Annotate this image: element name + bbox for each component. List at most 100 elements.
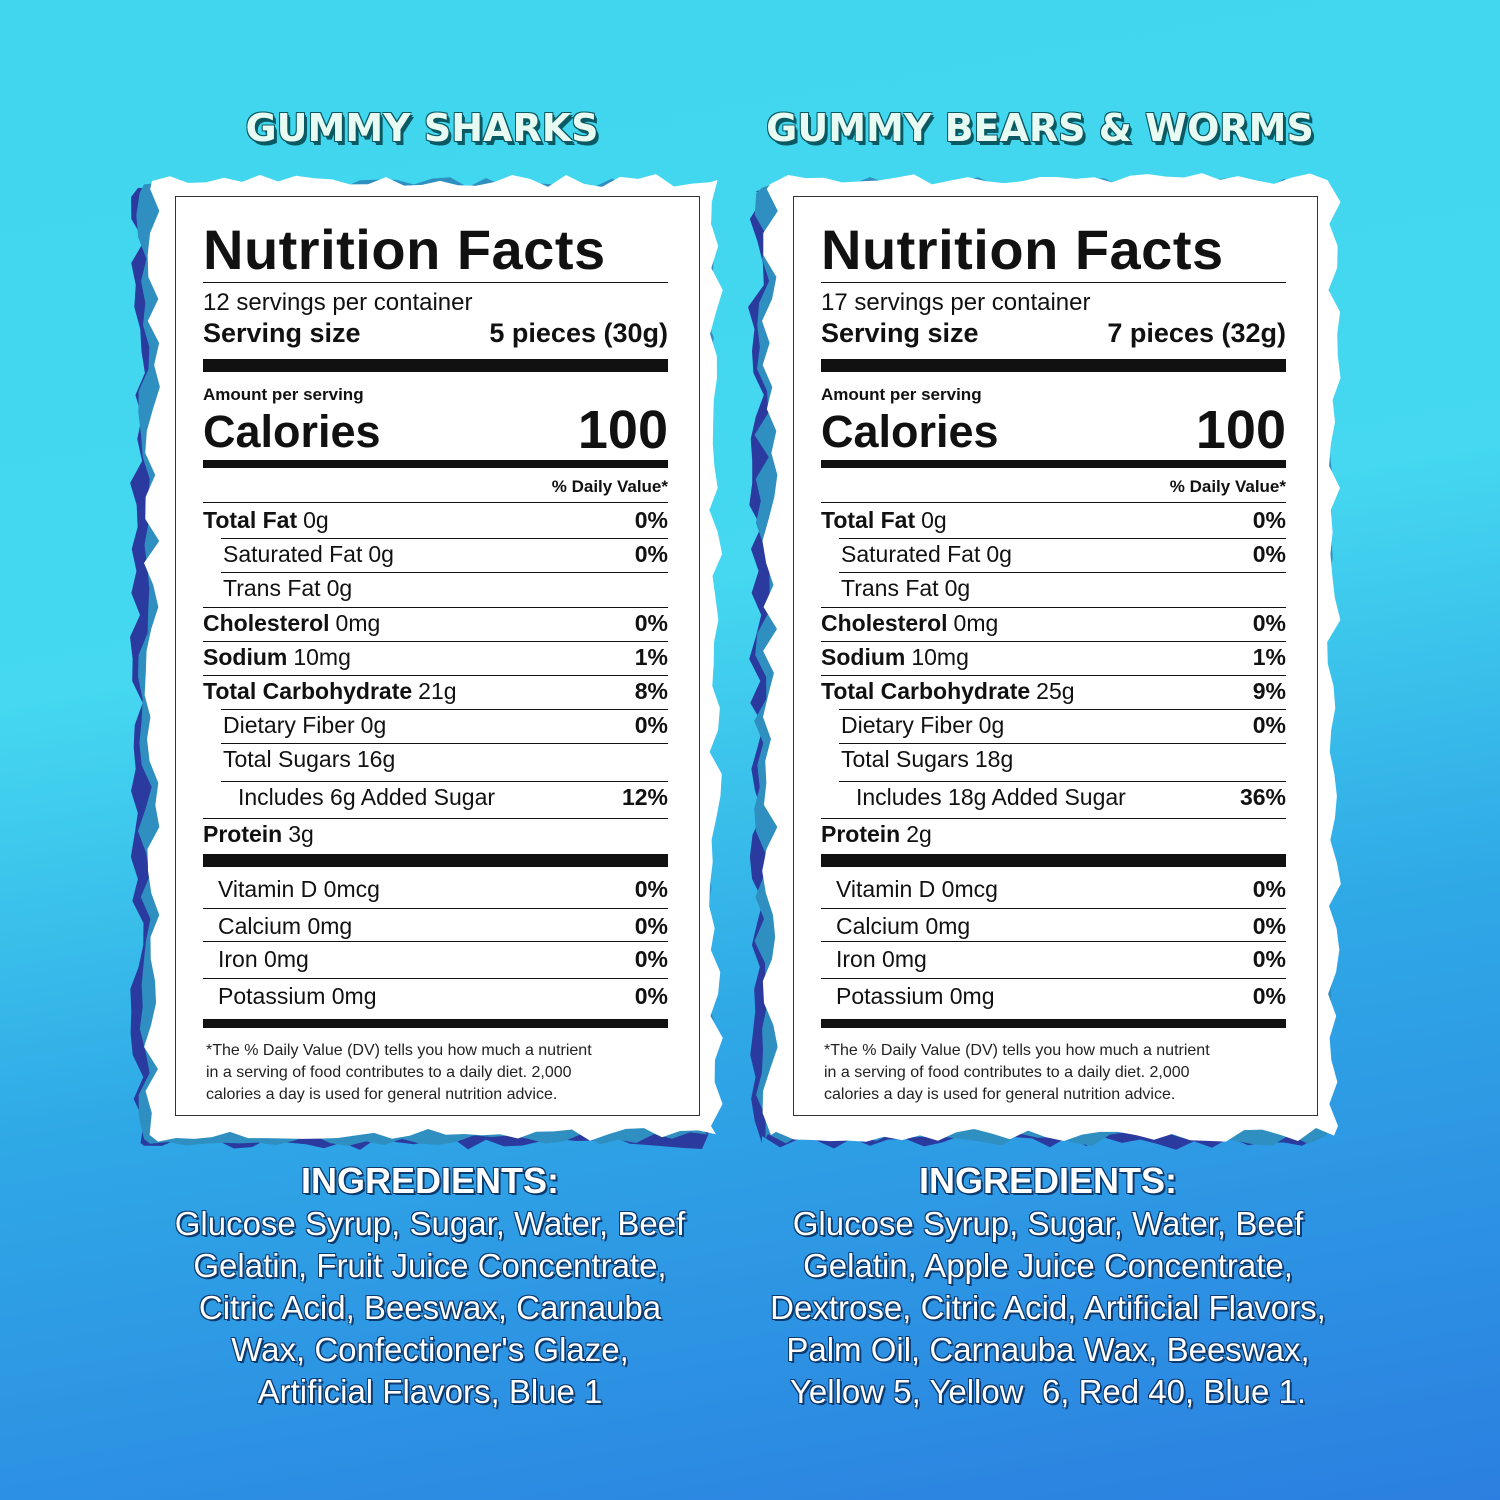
daily-value: 0% (1252, 946, 1286, 972)
nutrient-amount: 0g (978, 712, 1005, 738)
daily-value: 8% (634, 678, 668, 704)
rule (821, 1019, 1286, 1028)
nutrient-name: Total Sugars (223, 746, 351, 772)
rule (203, 941, 668, 942)
calories: 100 (577, 400, 668, 460)
rule (221, 538, 668, 539)
rule (821, 818, 1286, 819)
nutrient-amount: 0g (944, 575, 971, 601)
nutrient-row: Trans Fat 0g (841, 577, 970, 600)
nutrient-amount: 0g (921, 507, 947, 533)
nutrient-row: Includes 18g Added Sugar (856, 786, 1126, 809)
nutrient-name: Cholesterol (203, 610, 330, 636)
ingredients-line: Artificial Flavors, Blue 1 (257, 1373, 603, 1410)
nutrient-name: Total Carbohydrate (821, 678, 1031, 704)
rule (203, 908, 668, 909)
nutrient-name: Dietary Fiber (841, 712, 973, 738)
rule (221, 709, 668, 710)
daily-value: 0% (1252, 541, 1286, 567)
calories-label: Calories (203, 406, 381, 457)
nutrient-row: Protein 3g (203, 823, 314, 846)
rule (203, 675, 668, 676)
rule (221, 743, 668, 744)
nutrient-amount: 16g (356, 746, 396, 772)
nutrient-name: Trans Fat (223, 575, 321, 601)
rule (839, 709, 1286, 710)
daily-value: 0% (634, 610, 668, 636)
rule (203, 502, 668, 503)
dv-header: % Daily Value* (551, 477, 668, 496)
panel-title: GUMMY BEARS & WORMS (766, 106, 1314, 150)
nutrient-row: Trans Fat 0g (223, 577, 352, 600)
footnote: calories a day is used for general nutri… (824, 1086, 1176, 1103)
nutrient-row: Total Sugars 16g (223, 748, 395, 771)
daily-value: 1% (1252, 644, 1286, 670)
daily-value: 0% (634, 946, 668, 972)
nutrient-name: Total Carbohydrate (203, 678, 413, 704)
nutrient-row: Total Carbohydrate 21g (203, 680, 457, 703)
nutrient-name: Sodium (821, 644, 906, 670)
nutrient-row: Cholesterol 0mg (203, 612, 380, 635)
heading: Nutrition Facts (821, 218, 1224, 281)
rule (839, 572, 1286, 573)
rule (221, 572, 668, 573)
label-box (175, 196, 700, 1116)
nutrient-amount: 0g (368, 541, 394, 567)
nutrient-name: Saturated Fat (841, 541, 981, 567)
vitamin-name: Vitamin D 0mcg (218, 876, 380, 902)
nutrient-row: Saturated Fat 0g (841, 543, 1012, 566)
daily-value: 0% (1252, 983, 1286, 1009)
nutrient-amount: 0g (986, 541, 1012, 567)
nutrient-name: Includes 18g Added Sugar (856, 784, 1126, 810)
rule (203, 1019, 668, 1028)
nutrient-row: Cholesterol 0mg (821, 612, 998, 635)
nutrient-name: Total Fat (821, 507, 916, 533)
label-box (793, 196, 1318, 1116)
ingredients-line: Gelatin, Fruit Juice Concentrate, (193, 1247, 667, 1284)
nutrient-row: Dietary Fiber 0g (841, 714, 1004, 737)
daily-value: 0% (634, 541, 668, 567)
nutrient-name: Protein (203, 821, 283, 847)
vitamin-name: Vitamin D 0mcg (836, 876, 998, 902)
amount-per-serving: Amount per serving (821, 385, 982, 404)
rule (839, 781, 1286, 782)
nutrient-name: Trans Fat (841, 575, 939, 601)
nutrient-amount: 0mg (953, 610, 999, 636)
rule (839, 743, 1286, 744)
ingredients-line: Gelatin, Apple Juice Concentrate, (803, 1247, 1293, 1284)
footnote: in a serving of food contributes to a da… (206, 1064, 572, 1081)
ingredients-line: Citric Acid, Beeswax, Carnauba (198, 1289, 662, 1326)
vitamin-name: Potassium 0mg (836, 983, 995, 1009)
vitamin-name: Calcium 0mg (836, 913, 971, 939)
rule (203, 282, 668, 283)
nutrient-amount: 2g (906, 821, 932, 847)
rule (221, 781, 668, 782)
rule (821, 359, 1286, 372)
footnote: *The % Daily Value (DV) tells you how mu… (206, 1042, 592, 1059)
rule (821, 460, 1286, 468)
nutrient-row: Includes 6g Added Sugar (238, 786, 495, 809)
daily-value: 9% (1252, 678, 1286, 704)
nutrient-name: Sodium (203, 644, 288, 670)
nutrient-row: Protein 2g (821, 823, 932, 846)
nutrient-name: Total Sugars (841, 746, 969, 772)
daily-value: 0% (1252, 876, 1286, 902)
nutrient-row: Sodium 10mg (821, 646, 969, 669)
rule (821, 941, 1286, 942)
rule (839, 538, 1286, 539)
nutrient-amount: 10mg (911, 644, 969, 670)
vitamin-name: Calcium 0mg (218, 913, 353, 939)
rule (821, 978, 1286, 979)
rule (821, 908, 1286, 909)
ingredients-line: Dextrose, Citric Acid, Artificial Flavor… (770, 1289, 1326, 1326)
nutrient-name: Protein (821, 821, 901, 847)
daily-value: 0% (634, 983, 668, 1009)
daily-value: 0% (634, 507, 668, 533)
rule (203, 641, 668, 642)
footnote: in a serving of food contributes to a da… (824, 1064, 1190, 1081)
panel-title: GUMMY SHARKS (245, 106, 599, 150)
nutrient-amount: 0mg (335, 610, 381, 636)
rule (821, 282, 1286, 283)
nutrient-name: Dietary Fiber (223, 712, 355, 738)
servings: 12 servings per container (203, 289, 473, 316)
